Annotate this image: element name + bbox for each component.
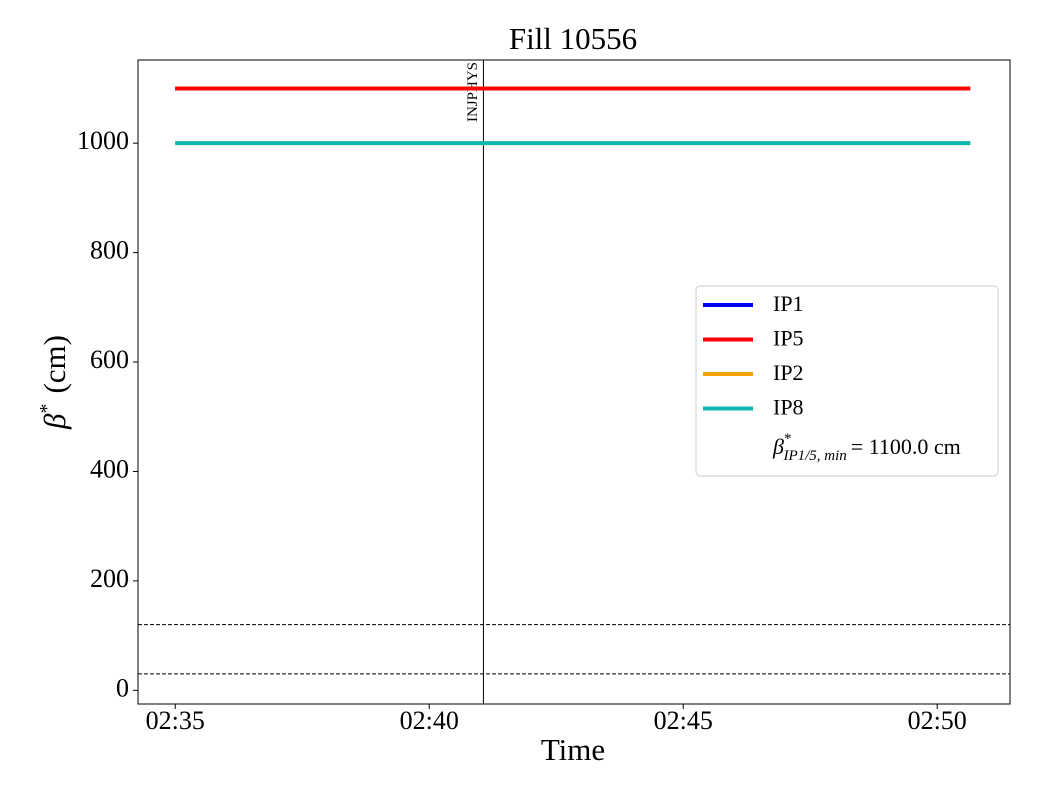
x-tick-label: 02:40 (400, 706, 459, 735)
y-tick-label: 600 (90, 345, 129, 374)
x-tick-label: 02:35 (146, 706, 205, 735)
y-tick-label: 800 (90, 236, 129, 265)
y-label-symbol: β (37, 413, 72, 430)
legend-box (695, 285, 999, 477)
x-tick-label: 02:50 (908, 706, 967, 735)
legend-note-symbol: β (772, 434, 784, 459)
x-tick-label: 02:45 (654, 706, 713, 735)
chart-title: Fill 10556 (509, 21, 637, 56)
y-tick-label: 200 (90, 564, 129, 593)
legend-note-text: = 1100.0 cm (851, 434, 961, 459)
x-axis-label: Time (541, 732, 605, 767)
y-tick-label: 400 (90, 454, 129, 483)
legend-note-sub: IP1/5, min (782, 448, 846, 464)
event-label: INJPHYS (465, 62, 481, 122)
legend-label: IP5 (773, 326, 804, 351)
legend-note: β* IP1/5, min = 1100.0 cm (772, 431, 961, 464)
legend-label: IP2 (773, 360, 804, 385)
legend-note-sup: * (784, 431, 792, 447)
legend-label: IP8 (773, 395, 804, 420)
y-label-text: (cm) (37, 335, 72, 394)
plot-frame (137, 59, 1011, 705)
y-tick-label: 1000 (77, 126, 129, 155)
y-axis-label: β* (cm) (36, 335, 73, 430)
y-tick-label: 0 (116, 673, 129, 702)
legend-label: IP1 (773, 291, 804, 316)
y-label-sup: * (36, 404, 58, 414)
